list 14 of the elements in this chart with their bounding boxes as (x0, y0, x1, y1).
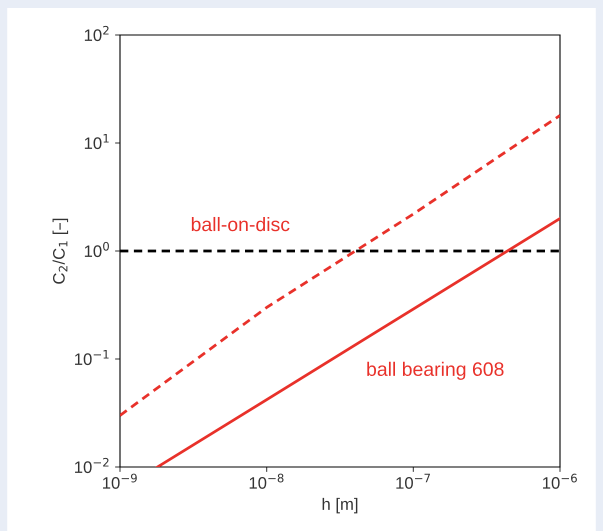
x-tick-label: 10$^{−6}$ (543, 474, 577, 489)
y-tick-label: 10$^{−2}$ (75, 458, 109, 474)
y-tick-label: 10$^{−1}$ (75, 350, 109, 366)
x-tick-label: 10$^{−9}$ (103, 474, 137, 489)
y-tick-label: 10$^{1}$ (84, 134, 109, 150)
text: ball-on-disc (192, 216, 290, 232)
y-axis-title: C$_{2}$/C$_{1}$ [–] (52, 218, 68, 284)
y-tick-label: 10$^{2}$ (84, 26, 109, 42)
x-tick-label: 10$^{−8}$ (250, 474, 284, 489)
series-label: ball bearing 608 (367, 362, 504, 380)
x-tick-label: 10$^{−7}$ (396, 474, 430, 489)
y-tick-label: 10$^{0}$ (84, 242, 109, 258)
x-axis-title: h [m] (322, 498, 358, 514)
line-series (120, 114, 560, 417)
